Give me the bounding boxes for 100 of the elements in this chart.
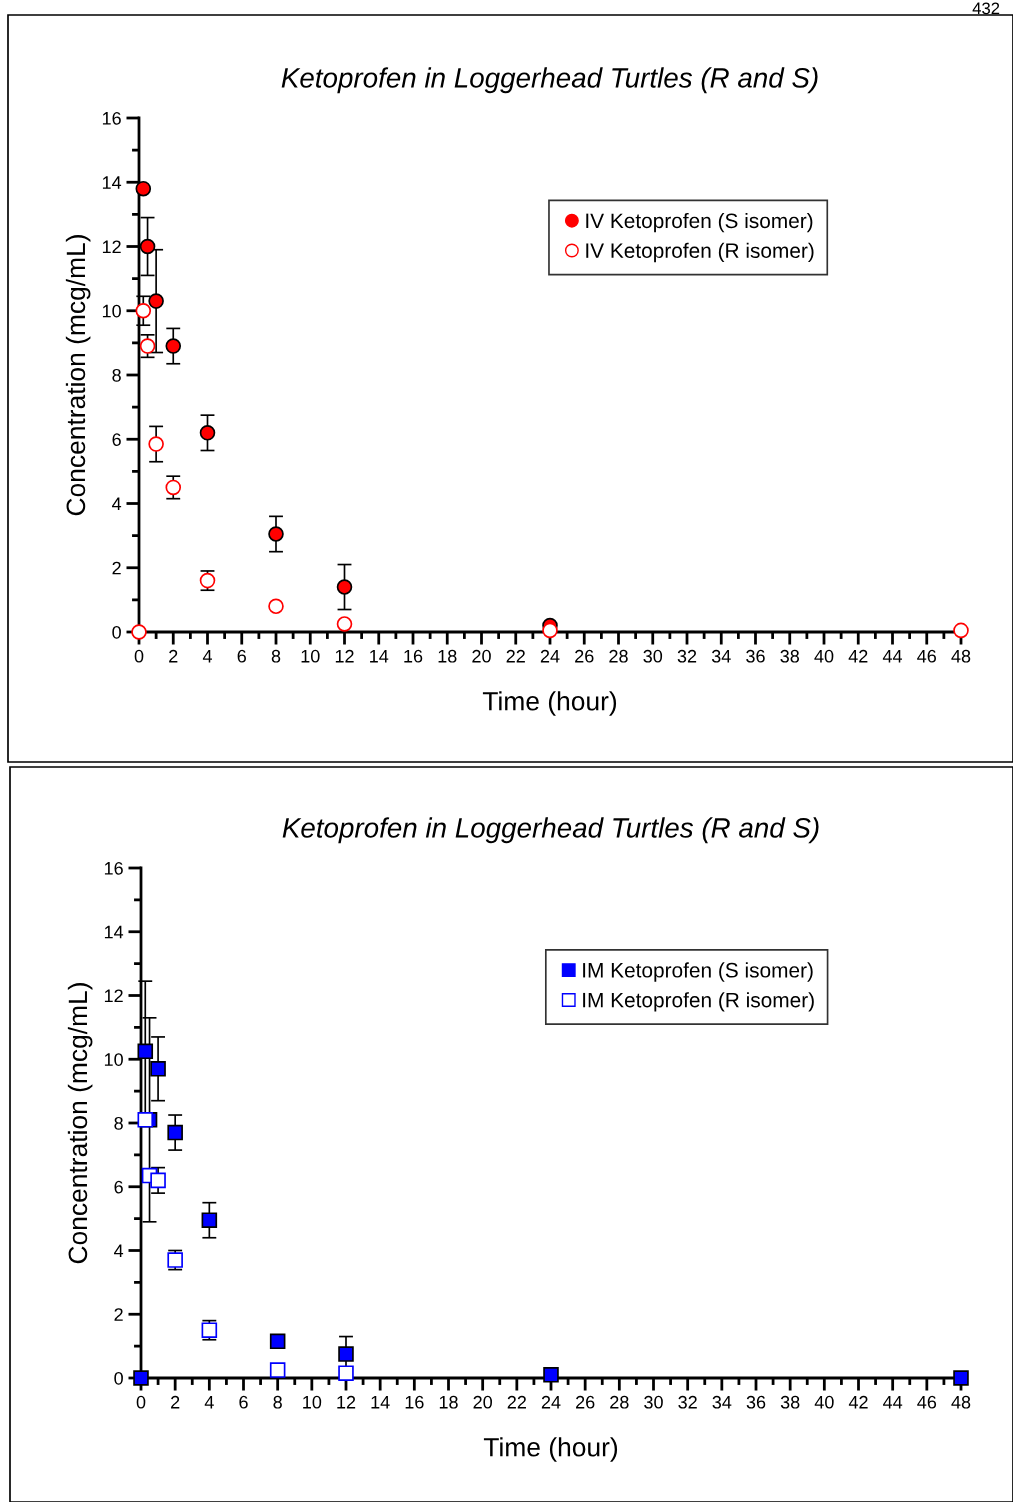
point <box>268 526 284 542</box>
point <box>150 1061 166 1077</box>
y-tick-label: 6 <box>112 433 121 446</box>
x-tick-label: 10 <box>301 649 320 663</box>
x-tick-label: 0 <box>134 649 144 663</box>
x-tick-label: 14 <box>371 1396 390 1409</box>
point <box>135 180 152 197</box>
point <box>165 479 182 496</box>
x-tick-label: 16 <box>404 649 423 663</box>
y-tick-label: 2 <box>114 1308 123 1321</box>
point <box>269 1362 286 1378</box>
y-tick-label: 16 <box>104 861 123 875</box>
x-tick-label: 38 <box>780 649 800 663</box>
x-tick-label: 14 <box>370 650 389 663</box>
y-tick-label: 12 <box>102 240 121 254</box>
x-tick-label: 2 <box>169 649 178 663</box>
x-tick-label: 46 <box>917 649 936 663</box>
x-tick-label: 44 <box>882 650 903 663</box>
y-tick-label: 4 <box>112 497 122 511</box>
x-tick-label: 48 <box>951 649 971 663</box>
x-tick-label: 22 <box>506 649 525 663</box>
x-tick-label: 20 <box>472 649 491 663</box>
point <box>131 624 147 640</box>
x-tick-label: 0 <box>136 1395 146 1409</box>
y-tick-label: 12 <box>104 989 123 1003</box>
y-tick-label: 6 <box>114 1180 123 1194</box>
point <box>148 436 164 452</box>
x-tick-label: 30 <box>644 1395 663 1409</box>
x-axis-title: Time (hour) <box>483 1437 618 1462</box>
point <box>199 425 216 441</box>
y-tick-label: 0 <box>114 1371 123 1385</box>
x-tick-label: 48 <box>951 1395 971 1409</box>
point <box>150 1172 166 1189</box>
x-tick-label: 42 <box>848 1395 868 1409</box>
y-axis-title: Concentration (mcg/mL) <box>67 983 93 1264</box>
point <box>139 238 156 255</box>
point <box>135 302 152 319</box>
x-tick-label: 20 <box>473 1395 492 1409</box>
y-tick-label: 8 <box>112 368 121 382</box>
x-tick-label: 42 <box>848 649 868 663</box>
y-tick-label: 8 <box>114 1116 123 1130</box>
x-tick-label: 16 <box>405 1395 424 1409</box>
x-tick-label: 36 <box>746 649 765 663</box>
point <box>148 293 164 309</box>
x-tick-label: 28 <box>609 649 628 663</box>
x-tick-label: 22 <box>507 1395 526 1409</box>
x-tick-label: 26 <box>575 649 594 663</box>
x-tick-label: 44 <box>883 1396 903 1409</box>
x-tick-label: 32 <box>677 649 697 663</box>
point <box>338 1365 354 1381</box>
x-tick-label: 12 <box>337 1395 356 1409</box>
x-tick-label: 6 <box>239 1395 248 1409</box>
point <box>336 616 353 632</box>
point <box>542 622 558 639</box>
x-tick-label: 38 <box>780 1395 800 1409</box>
point <box>336 579 353 595</box>
x-tick-label: 24 <box>541 1395 561 1409</box>
x-tick-label: 2 <box>171 1395 180 1409</box>
point <box>269 1333 286 1350</box>
y-axis-title: Concentration (mcg/mL) <box>65 235 91 516</box>
y-tick-label: 16 <box>102 111 121 125</box>
x-tick-label: 34 <box>712 1395 732 1409</box>
x-tick-label: 28 <box>610 1395 629 1409</box>
legend-label: IM Ketoprofen (S isomer) <box>583 962 813 982</box>
y-tick-label: 0 <box>112 625 121 639</box>
x-tick-label: 46 <box>917 1395 937 1409</box>
x-tick-label: 40 <box>814 1395 834 1409</box>
chart-title: Ketoprofen in Loggerhead Turtles (R and S) <box>281 67 818 94</box>
y-tick-label: 14 <box>102 176 122 189</box>
point <box>543 1367 559 1383</box>
point <box>133 1370 149 1386</box>
point <box>165 338 182 354</box>
x-tick-label: 26 <box>576 1395 595 1409</box>
x-tick-label: 34 <box>711 649 731 663</box>
x-tick-label: 6 <box>237 649 246 663</box>
point <box>167 1124 183 1141</box>
y-tick-label: 2 <box>112 561 121 575</box>
x-tick-label: 10 <box>303 1395 322 1409</box>
y-tick-label: 4 <box>114 1244 124 1258</box>
x-tick-label: 40 <box>814 649 834 663</box>
x-tick-label: 12 <box>335 649 354 663</box>
x-tick-label: 8 <box>271 649 281 663</box>
x-tick-label: 18 <box>438 649 457 663</box>
y-tick-label: 10 <box>104 1053 123 1066</box>
point <box>338 1346 354 1362</box>
x-tick-label: 18 <box>439 1395 458 1409</box>
point <box>953 1370 969 1386</box>
y-tick-label: 14 <box>104 925 124 939</box>
point <box>139 338 156 354</box>
x-axis-title: Time (hour) <box>482 691 617 716</box>
chart-title: Ketoprofen in Loggerhead Turtles (R and S) <box>282 817 819 844</box>
x-tick-label: 8 <box>273 1395 282 1409</box>
point <box>201 1212 218 1228</box>
x-tick-label: 32 <box>678 1395 697 1409</box>
point <box>268 598 284 615</box>
x-tick-label: 30 <box>643 649 663 663</box>
legend-label: IV Ketoprofen (R isomer) <box>586 242 814 263</box>
legend-label: IM Ketoprofen (R isomer) <box>583 992 814 1012</box>
text: 432 <box>972 2 1000 15</box>
x-tick-label: 24 <box>540 649 560 663</box>
